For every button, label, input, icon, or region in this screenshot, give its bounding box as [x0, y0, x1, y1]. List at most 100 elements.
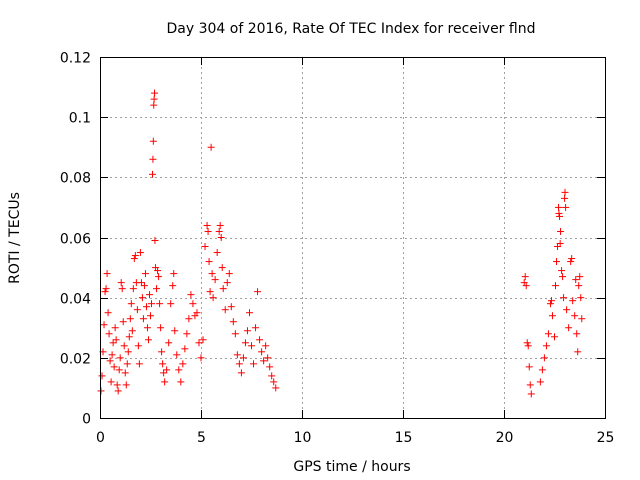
- data-point: [119, 318, 127, 326]
- plot-frame: [100, 57, 606, 419]
- data-point: [552, 282, 560, 290]
- data-point: [143, 324, 151, 332]
- data-point: [131, 252, 139, 260]
- data-point: [227, 303, 235, 311]
- data-point: [139, 315, 147, 323]
- chart-title: Day 304 of 2016, Rate Of TEC Index for r…: [167, 21, 536, 37]
- data-point: [252, 324, 260, 332]
- data-point: [149, 170, 157, 178]
- data-point: [101, 288, 109, 296]
- data-point: [193, 309, 201, 317]
- data-point: [204, 227, 212, 235]
- data-point: [272, 384, 280, 392]
- data-point: [140, 282, 148, 290]
- data-point: [137, 279, 145, 287]
- data-point: [153, 285, 161, 293]
- data-point: [128, 327, 136, 335]
- data-point: [553, 258, 561, 266]
- data-point: [216, 221, 224, 229]
- data-point: [155, 273, 163, 281]
- data-point: [568, 255, 576, 263]
- data-point: [135, 360, 143, 368]
- data-point: [130, 255, 138, 263]
- data-point: [562, 203, 570, 211]
- data-point: [548, 312, 556, 320]
- data-point: [223, 279, 231, 287]
- data-point: [213, 249, 221, 257]
- data-point: [215, 227, 223, 235]
- data-point: [110, 363, 118, 371]
- data-point: [270, 378, 278, 386]
- data-point: [189, 300, 197, 308]
- data-point: [118, 285, 126, 293]
- data-point: [567, 258, 575, 266]
- data-point: [558, 267, 566, 275]
- grid-layer: [100, 57, 605, 418]
- y-tick-label: 0.1: [69, 111, 91, 127]
- data-point: [248, 342, 255, 350]
- data-point: [108, 351, 116, 359]
- data-point: [560, 294, 568, 302]
- data-point: [102, 285, 110, 293]
- data-point: [209, 294, 217, 302]
- data-point: [133, 306, 141, 314]
- data-point: [169, 282, 177, 290]
- data-point: [116, 354, 124, 362]
- x-tick-label: 15: [395, 430, 413, 446]
- y-tick-label: 0.06: [60, 232, 91, 248]
- data-point: [167, 300, 175, 308]
- data-point: [126, 315, 134, 323]
- data-point: [561, 188, 569, 196]
- data-point: [542, 342, 550, 350]
- data-point: [254, 288, 262, 296]
- data-point: [221, 306, 229, 314]
- data-point: [546, 300, 554, 308]
- data-point: [114, 387, 122, 395]
- data-point: [203, 221, 211, 229]
- data-points: [97, 89, 586, 398]
- data-point: [235, 360, 243, 368]
- data-point: [165, 339, 173, 347]
- x-tick-label: 25: [597, 430, 615, 446]
- data-point: [147, 312, 154, 320]
- data-point: [266, 363, 274, 371]
- data-point: [117, 279, 125, 287]
- data-point: [107, 378, 115, 386]
- data-point: [115, 366, 123, 374]
- data-point: [150, 101, 158, 109]
- data-point: [149, 155, 157, 163]
- data-point: [262, 342, 270, 350]
- data-point: [544, 330, 552, 338]
- data-point: [559, 273, 567, 281]
- data-point: [217, 234, 225, 241]
- data-point: [524, 342, 532, 350]
- data-point: [148, 300, 156, 308]
- data-point: [521, 273, 529, 281]
- data-point: [120, 342, 128, 350]
- data-point: [536, 378, 544, 386]
- data-point: [525, 363, 533, 371]
- x-tick-label: 0: [96, 430, 105, 446]
- data-point: [145, 291, 153, 299]
- data-point: [104, 309, 112, 317]
- data-point: [124, 348, 132, 356]
- data-point: [561, 194, 569, 202]
- data-point: [527, 390, 535, 398]
- data-point: [138, 294, 146, 302]
- data-point: [160, 369, 168, 377]
- data-point: [156, 300, 164, 308]
- data-point: [159, 360, 167, 368]
- data-point: [522, 282, 530, 290]
- data-point: [555, 209, 563, 217]
- x-tick-label: 10: [294, 430, 312, 446]
- x-axis-ticks: 0 5 10 15 20 25: [96, 57, 614, 446]
- data-point: [187, 291, 195, 299]
- data-point: [219, 285, 227, 293]
- data-point: [538, 366, 546, 374]
- data-point: [565, 324, 573, 332]
- data-point: [163, 366, 171, 374]
- y-tick-label: 0.08: [60, 171, 91, 187]
- data-point: [144, 336, 152, 344]
- data-point: [260, 357, 268, 365]
- data-point: [113, 381, 121, 389]
